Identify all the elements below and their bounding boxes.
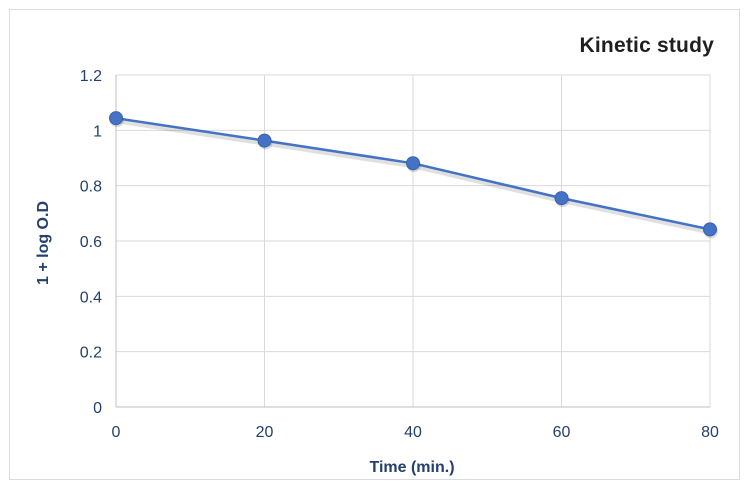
x-tick-label: 0 <box>112 424 121 441</box>
chart-title: Kinetic study <box>579 34 714 57</box>
grid <box>116 74 711 407</box>
data-point <box>703 222 717 237</box>
y-tick-label: 1.2 <box>80 68 102 85</box>
data-point <box>554 191 569 206</box>
x-tick-label: 20 <box>256 424 274 441</box>
data-point <box>406 156 420 171</box>
x-tick-label: 60 <box>553 424 571 441</box>
tick-labels: 0 0.2 0.4 0.6 0.8 1 1.2 0 20 40 60 80 <box>80 68 719 441</box>
data-point <box>257 133 272 148</box>
y-axis-label: 1 + log O.D <box>35 200 52 286</box>
y-tick-label: 0.6 <box>80 234 102 251</box>
y-tick-label: 0.4 <box>80 289 102 306</box>
x-tick-label: 40 <box>404 424 422 441</box>
y-tick-label: 0.2 <box>80 345 102 362</box>
axes <box>115 75 710 408</box>
x-axis-label: Time (min.) <box>369 459 455 476</box>
y-tick-label: 0 <box>93 400 102 417</box>
series <box>109 111 718 239</box>
data-point <box>109 111 123 126</box>
chart-frame <box>9 9 740 480</box>
y-tick-label: 1 <box>93 123 102 140</box>
x-tick-label: 80 <box>701 424 719 441</box>
y-tick-label: 0.8 <box>80 179 102 196</box>
